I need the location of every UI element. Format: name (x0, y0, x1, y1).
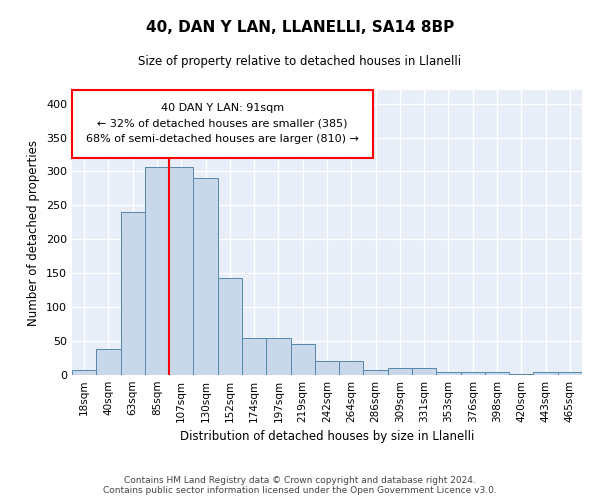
Bar (315, 362, 339, 375)
Bar (290, 344, 315, 375)
Bar (193, 178, 218, 375)
Text: Size of property relative to detached houses in Llanelli: Size of property relative to detached ho… (139, 55, 461, 68)
Bar (339, 362, 364, 375)
Bar (218, 278, 242, 375)
Bar (72, 370, 96, 375)
Text: 68% of semi-detached houses are larger (810) →: 68% of semi-detached houses are larger (… (86, 134, 359, 144)
Bar (242, 338, 266, 375)
Text: Contains HM Land Registry data © Crown copyright and database right 2024.
Contai: Contains HM Land Registry data © Crown c… (103, 476, 497, 495)
X-axis label: Distribution of detached houses by size in Llanelli: Distribution of detached houses by size … (180, 430, 474, 444)
Bar (509, 374, 533, 375)
Bar (533, 372, 558, 375)
Bar (461, 372, 485, 375)
FancyBboxPatch shape (72, 90, 373, 158)
Bar (169, 166, 193, 375)
Bar (558, 372, 582, 375)
Bar (388, 368, 412, 375)
Bar (121, 212, 145, 375)
Text: ← 32% of detached houses are smaller (385): ← 32% of detached houses are smaller (38… (97, 118, 348, 128)
Text: 40 DAN Y LAN: 91sqm: 40 DAN Y LAN: 91sqm (161, 103, 284, 113)
Bar (145, 166, 169, 375)
Bar (96, 349, 121, 375)
Bar (436, 372, 461, 375)
Bar (364, 370, 388, 375)
Bar (266, 338, 290, 375)
Bar (485, 372, 509, 375)
Y-axis label: Number of detached properties: Number of detached properties (28, 140, 40, 326)
Text: 40, DAN Y LAN, LLANELLI, SA14 8BP: 40, DAN Y LAN, LLANELLI, SA14 8BP (146, 20, 454, 35)
Bar (412, 368, 436, 375)
